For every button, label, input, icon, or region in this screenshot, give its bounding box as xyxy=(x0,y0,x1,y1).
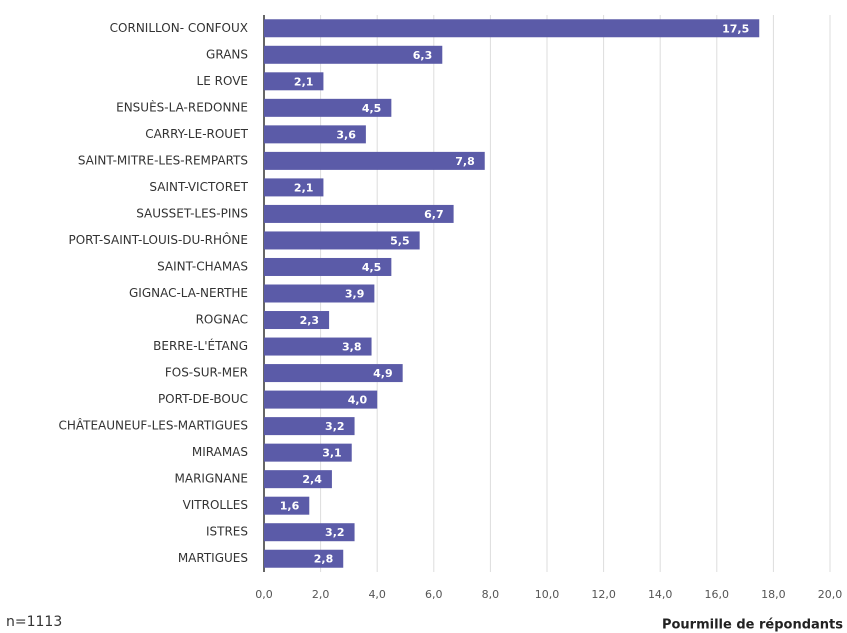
value-label: 3,6 xyxy=(336,128,356,141)
bar xyxy=(264,390,378,409)
x-tick-label: 2,0 xyxy=(312,588,330,601)
value-label: 4,9 xyxy=(373,367,393,380)
value-label: 4,5 xyxy=(362,261,382,274)
bar xyxy=(264,125,366,144)
y-tick-label: ROGNAC xyxy=(196,313,248,327)
x-tick-label: 14,0 xyxy=(648,588,673,601)
bar xyxy=(264,284,375,303)
y-tick-label: SAINT-VICTORET xyxy=(149,180,248,194)
y-tick-label: CARRY-LE-ROUET xyxy=(145,127,248,141)
y-tick-label: PORT-SAINT-LOUIS-DU-RHÔNE xyxy=(68,232,248,247)
bar xyxy=(264,337,372,356)
y-tick-label: GRANS xyxy=(206,47,248,61)
y-tick-label: FOS-SUR-MER xyxy=(165,366,248,380)
value-label: 6,7 xyxy=(424,208,444,221)
value-label: 2,1 xyxy=(294,75,314,88)
bar xyxy=(264,178,324,197)
bar xyxy=(264,470,332,489)
value-label: 3,1 xyxy=(322,447,342,460)
y-tick-label: ENSUÈS-LA-REDONNE xyxy=(116,99,248,114)
x-tick-label: 18,0 xyxy=(761,588,786,601)
value-label: 3,9 xyxy=(345,288,365,301)
value-label: 3,8 xyxy=(342,341,362,354)
value-label: 5,5 xyxy=(390,234,410,247)
value-label: 6,3 xyxy=(413,49,433,62)
x-tick-label: 16,0 xyxy=(705,588,730,601)
y-tick-label: MIRAMAS xyxy=(192,445,248,459)
x-tick-label: 10,0 xyxy=(535,588,560,601)
x-tick-label: 0,0 xyxy=(255,588,273,601)
x-tick-label: 8,0 xyxy=(482,588,500,601)
x-tick-label: 6,0 xyxy=(425,588,443,601)
bar xyxy=(264,45,443,64)
bar xyxy=(264,98,392,117)
y-tick-label: SAINT-MITRE-LES-REMPARTS xyxy=(78,153,248,167)
x-axis-label: Pourmille de répondants xyxy=(662,618,843,633)
x-tick-label: 20,0 xyxy=(818,588,843,601)
bar xyxy=(264,19,760,38)
bar xyxy=(264,204,454,223)
y-tick-label: BERRE-L'ÉTANG xyxy=(153,338,248,353)
value-label: 2,3 xyxy=(300,314,320,327)
value-label: 3,2 xyxy=(325,420,345,433)
bar xyxy=(264,364,403,383)
y-tick-label: MARIGNANE xyxy=(175,472,248,486)
value-label: 2,1 xyxy=(294,181,314,194)
value-label: 17,5 xyxy=(722,22,749,35)
value-label: 3,2 xyxy=(325,526,345,539)
value-label: 4,5 xyxy=(362,102,382,115)
bar xyxy=(264,311,330,330)
y-tick-label: VITROLLES xyxy=(183,498,248,512)
bar xyxy=(264,72,324,91)
bar xyxy=(264,417,355,436)
y-tick-label: ISTRES xyxy=(206,525,248,539)
x-tick-label: 12,0 xyxy=(591,588,616,601)
y-tick-label: LE ROVE xyxy=(197,74,248,88)
y-tick-label: PORT-DE-BOUC xyxy=(158,392,248,406)
bar xyxy=(264,231,420,250)
value-label: 1,6 xyxy=(280,500,300,513)
y-tick-label: CORNILLON- CONFOUX xyxy=(110,21,248,35)
value-label: 2,8 xyxy=(314,553,334,566)
bar xyxy=(264,496,310,515)
x-tick-label: 4,0 xyxy=(368,588,386,601)
bar xyxy=(264,549,344,568)
y-tick-label: SAINT-CHAMAS xyxy=(157,259,248,273)
bar xyxy=(264,257,392,276)
y-tick-label: SAUSSET-LES-PINS xyxy=(136,206,248,220)
bar xyxy=(264,523,355,542)
note: n=1113 xyxy=(6,614,62,630)
y-tick-label: CHÂTEAUNEUF-LES-MARTIGUES xyxy=(58,418,248,433)
value-label: 2,4 xyxy=(302,473,322,486)
value-label: 7,8 xyxy=(455,155,475,168)
value-label: 4,0 xyxy=(348,394,368,407)
y-tick-label: MARTIGUES xyxy=(178,551,248,565)
bar xyxy=(264,151,485,170)
y-tick-label: GIGNAC-LA-NERTHE xyxy=(129,286,248,300)
bar xyxy=(264,443,352,462)
